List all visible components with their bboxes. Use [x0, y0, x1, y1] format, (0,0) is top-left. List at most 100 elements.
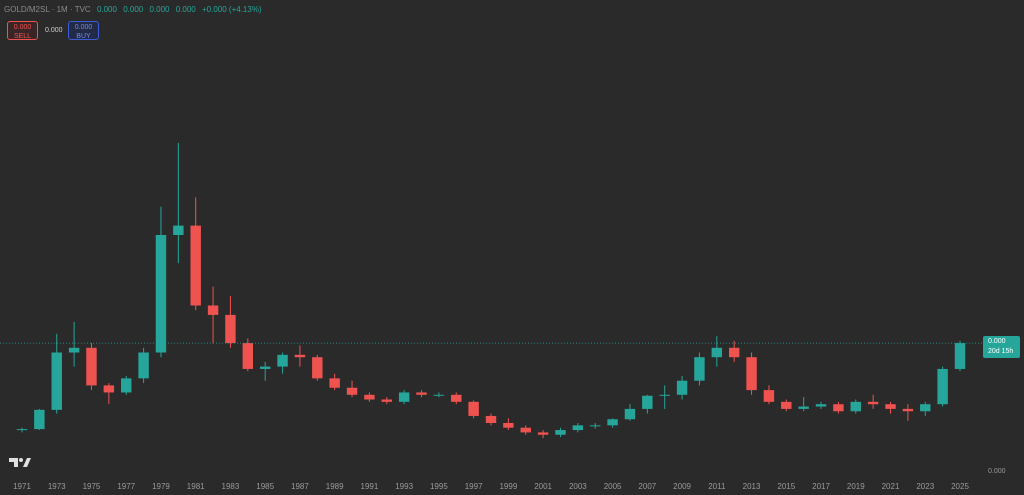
candle-body	[155, 235, 167, 353]
candle-body	[346, 387, 358, 395]
candle-body	[746, 357, 757, 391]
x-tick-label: 2023	[916, 482, 934, 491]
logo	[9, 458, 31, 467]
candle-body	[312, 357, 323, 379]
x-tick-label: 1975	[83, 482, 101, 491]
high-value: 0.000	[123, 5, 144, 14]
x-tick-label: 2015	[777, 482, 795, 491]
sell-label: SELL	[13, 33, 32, 40]
spread: 0.000	[45, 27, 63, 34]
candle-body	[920, 404, 931, 412]
price-axis-label: 0.000	[988, 468, 1006, 475]
candle-body	[867, 401, 879, 405]
candle-body	[520, 427, 531, 433]
x-tick-label: 1973	[48, 482, 66, 491]
candle-body	[798, 406, 809, 409]
candle-body	[676, 380, 688, 395]
x-tick-label: 2025	[951, 482, 969, 491]
candle-body	[815, 404, 827, 407]
interval[interactable]: 1M	[56, 5, 68, 14]
buy-button[interactable]: 0.000 BUY	[68, 21, 99, 40]
candle-body	[51, 352, 62, 410]
candle-body	[954, 343, 966, 369]
candle-body	[885, 404, 896, 409]
candle-body	[902, 408, 914, 412]
symbol[interactable]: GOLD/M2SL	[4, 5, 50, 14]
candle-body	[34, 409, 45, 430]
candle-body	[468, 401, 479, 416]
x-tick-label: 2019	[847, 482, 865, 491]
x-tick-label: 2011	[708, 482, 726, 491]
x-tick-label: 2017	[812, 482, 830, 491]
candle-body	[364, 394, 375, 400]
x-tick-label: 1977	[117, 482, 135, 491]
candle-body	[242, 343, 254, 369]
candle-body	[416, 392, 427, 395]
x-tick-label: 1985	[256, 482, 274, 491]
x-tick-label: 1983	[222, 482, 240, 491]
candle-body	[294, 354, 306, 358]
candle-body	[207, 305, 219, 315]
x-tick-label: 1995	[430, 482, 448, 491]
source: TVC	[74, 5, 91, 14]
last-price-label: 0.000 20d 15h	[983, 336, 1020, 358]
candle-body	[833, 404, 844, 412]
x-tick-label: 1999	[499, 482, 517, 491]
candle-body	[86, 347, 97, 386]
x-tick-label: 2007	[638, 482, 656, 491]
x-tick-label: 1971	[13, 482, 31, 491]
candle-body	[485, 415, 497, 423]
candle-body	[68, 347, 80, 353]
candle-body	[537, 432, 549, 435]
x-tick-label: 1979	[152, 482, 170, 491]
countdown: 20d 15h	[988, 348, 1014, 355]
candle-body	[225, 314, 236, 344]
candle-body	[555, 430, 566, 435]
candle-body	[381, 399, 392, 402]
change-value: +0.000 (+4.13%)	[202, 5, 262, 14]
open-value: 0.000	[96, 5, 117, 14]
candle-body	[451, 394, 462, 402]
x-tick-label: 2001	[534, 482, 552, 491]
candle-body	[259, 366, 271, 369]
candle-body	[173, 225, 184, 235]
candle-body	[121, 378, 132, 393]
x-tick-label: 2005	[604, 482, 622, 491]
x-tick-label: 2003	[569, 482, 587, 491]
sell-price: 0.000	[13, 24, 32, 31]
candle-body	[398, 392, 410, 402]
close-value: 0.000	[175, 5, 196, 14]
buy-label: BUY	[76, 33, 91, 40]
candle-body	[728, 347, 740, 358]
candle-body	[937, 368, 948, 405]
candle-body	[138, 352, 149, 379]
candle-body	[16, 429, 28, 431]
candle-body	[433, 394, 445, 396]
last-price: 0.000	[988, 338, 1006, 345]
x-tick-label: 2013	[743, 482, 761, 491]
candle-body	[659, 394, 670, 396]
candle-body	[103, 385, 115, 393]
candle-body	[763, 390, 775, 402]
candle-body	[190, 225, 201, 306]
x-tick-label: 2021	[882, 482, 900, 491]
candle-body	[277, 354, 288, 367]
x-tick-label: 1991	[361, 482, 379, 491]
candle-body	[694, 357, 705, 381]
candle-body	[711, 347, 723, 358]
x-tick-label: 1987	[291, 482, 309, 491]
x-tick-label: 2009	[673, 482, 691, 491]
buy-price: 0.000	[74, 24, 93, 31]
low-value: 0.000	[149, 5, 170, 14]
candle-body	[850, 401, 861, 412]
x-tick-label: 1981	[187, 482, 205, 491]
x-tick-label: 1989	[326, 482, 344, 491]
candle-body	[781, 401, 792, 409]
x-tick-label: 1997	[465, 482, 483, 491]
candle-body	[572, 425, 584, 431]
candle-body	[590, 425, 601, 427]
candle-body	[503, 423, 514, 428]
sell-button[interactable]: 0.000 SELL	[7, 21, 38, 40]
